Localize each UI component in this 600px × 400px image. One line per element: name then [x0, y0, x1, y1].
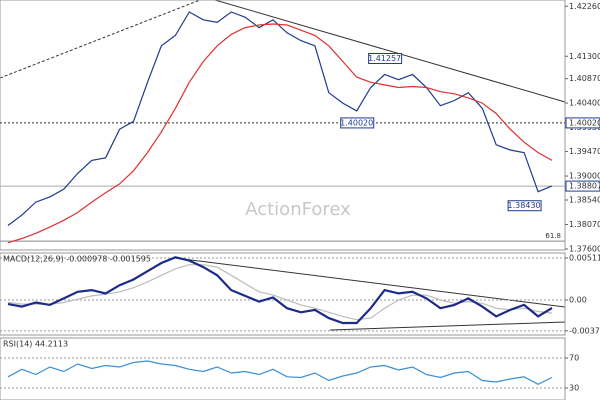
series-line — [7, 11, 553, 226]
macd-trend-line — [174, 257, 566, 308]
series-line — [7, 256, 553, 325]
y-tick-label: 70 — [569, 354, 579, 363]
y-tick-label: 1.40870 — [569, 74, 600, 83]
trend-line — [214, 0, 566, 103]
level-label: 1.38807 — [569, 182, 600, 191]
level-box — [565, 117, 600, 129]
y-tick-label: 1.42260 — [569, 2, 600, 11]
annotation-box — [507, 200, 542, 212]
y-tick-label: 1.41300 — [569, 52, 600, 61]
y-tick-label: 1.39000 — [569, 172, 600, 181]
y-tick-label: 0.00511 — [569, 254, 600, 263]
annotation-label: 1.38430 — [508, 201, 541, 210]
annotation-label: 1.40020 — [340, 118, 373, 127]
y-tick-label: 1.39470 — [569, 147, 600, 156]
series-line — [7, 360, 553, 385]
annotation-box — [368, 52, 403, 64]
annotation-box — [340, 117, 375, 129]
fib-label: 61.8 — [545, 232, 561, 240]
y-tick-label: 30 — [569, 384, 579, 393]
y-tick-label: 1.37600 — [569, 244, 600, 253]
watermark: ActionForex — [245, 199, 351, 220]
y-tick-label: 1.38070 — [569, 220, 600, 229]
y-tick-label: 1.40400 — [569, 99, 600, 108]
channel-line — [0, 0, 201, 79]
y-tick-label: 1.38540 — [569, 196, 600, 205]
y-tick-label: 0.00 — [569, 295, 587, 304]
series-line — [7, 23, 553, 244]
panel-title: MACD(12,26,9) -0.000978 -0.001595 — [3, 255, 151, 264]
panel-title: RSI(14) 44.2113 — [3, 340, 68, 349]
level-label: 1.40020 — [569, 118, 600, 127]
macd-trend-line — [329, 321, 566, 331]
y-tick-label: -0.003754 — [569, 326, 600, 335]
level-box — [565, 180, 600, 192]
annotation-label: 1.41257 — [368, 54, 401, 63]
